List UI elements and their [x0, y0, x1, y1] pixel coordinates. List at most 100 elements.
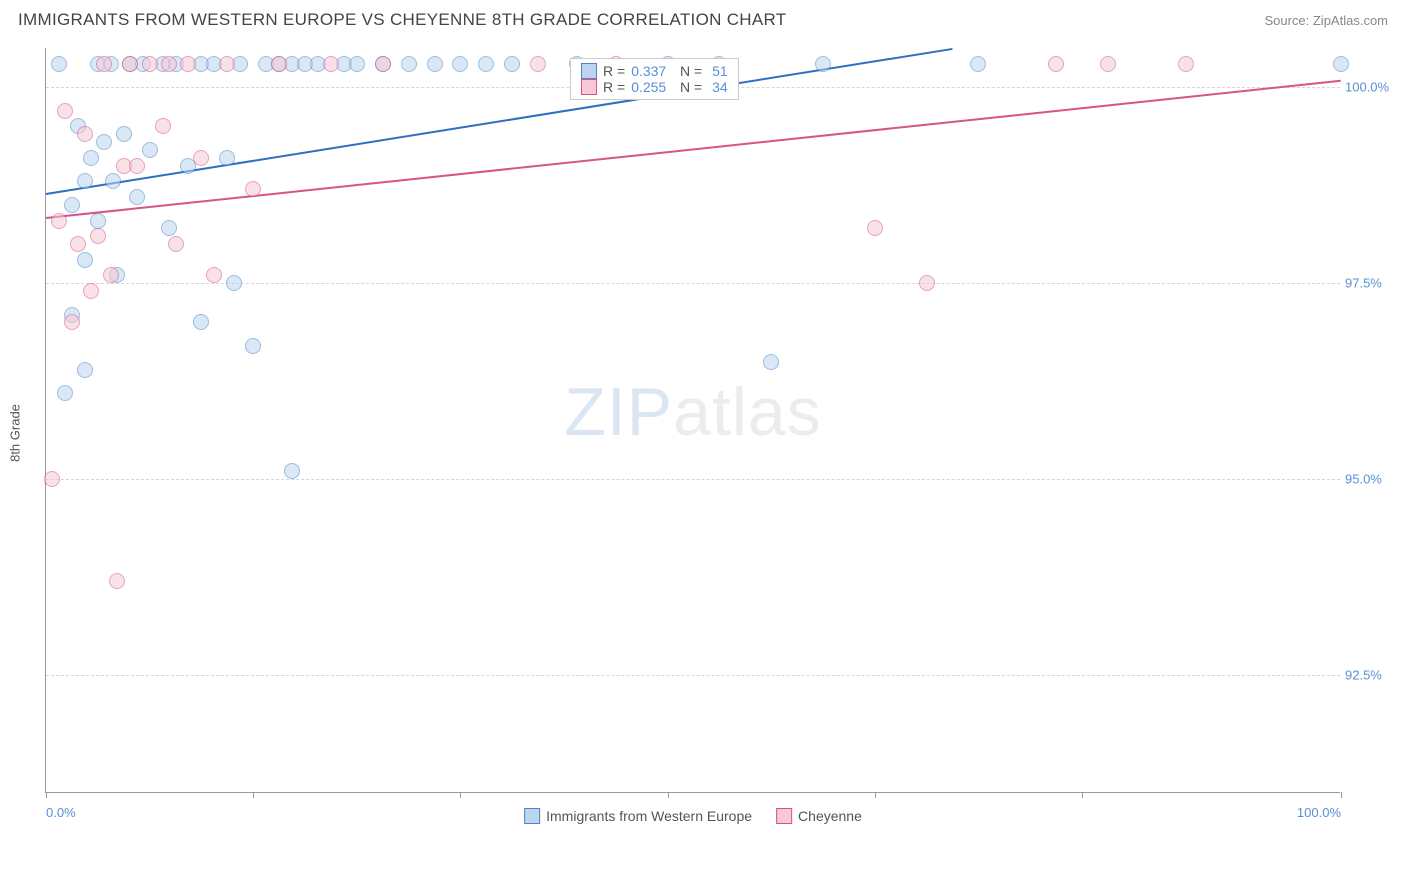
y-tick-label: 97.5%	[1345, 276, 1390, 291]
data-point	[1048, 56, 1064, 72]
watermark-part2: atlas	[673, 374, 822, 450]
data-point	[168, 236, 184, 252]
legend-series-name: Cheyenne	[798, 808, 862, 824]
legend-r-value: 0.337	[631, 63, 666, 79]
data-point	[129, 189, 145, 205]
bottom-legend: Immigrants from Western Europe Cheyenne	[524, 808, 862, 824]
data-point	[504, 56, 520, 72]
data-point	[1333, 56, 1349, 72]
data-point	[349, 56, 365, 72]
data-point	[57, 103, 73, 119]
data-point	[206, 267, 222, 283]
data-point	[90, 228, 106, 244]
data-point	[51, 56, 67, 72]
legend-row: R =0.255 N = 34	[581, 79, 728, 95]
y-tick-label: 92.5%	[1345, 668, 1390, 683]
data-point	[83, 150, 99, 166]
y-tick-label: 95.0%	[1345, 472, 1390, 487]
data-point	[815, 56, 831, 72]
legend-n-label: N =	[672, 79, 702, 95]
data-point	[375, 56, 391, 72]
data-point	[180, 56, 196, 72]
data-point	[1100, 56, 1116, 72]
data-point	[122, 56, 138, 72]
legend-swatch	[581, 63, 597, 79]
data-point	[70, 236, 86, 252]
data-point	[142, 56, 158, 72]
data-point	[109, 573, 125, 589]
x-tick-mark	[875, 792, 876, 798]
data-point	[96, 56, 112, 72]
data-point	[226, 275, 242, 291]
gridline	[46, 479, 1340, 480]
data-point	[763, 354, 779, 370]
data-point	[77, 126, 93, 142]
data-point	[867, 220, 883, 236]
trendline	[46, 79, 1341, 218]
data-point	[245, 181, 261, 197]
data-point	[284, 463, 300, 479]
x-tick-mark	[46, 792, 47, 798]
y-tick-label: 100.0%	[1345, 80, 1390, 95]
plot-area: ZIPatlas 92.5%95.0%97.5%100.0%0.0%100.0%…	[45, 48, 1340, 793]
data-point	[129, 158, 145, 174]
x-tick-label: 0.0%	[46, 805, 76, 820]
data-point	[245, 338, 261, 354]
legend-item: Immigrants from Western Europe	[524, 808, 752, 824]
data-point	[161, 220, 177, 236]
data-point	[96, 134, 112, 150]
data-point	[1178, 56, 1194, 72]
x-tick-mark	[668, 792, 669, 798]
data-point	[919, 275, 935, 291]
legend-r-label: R =	[603, 79, 625, 95]
data-point	[530, 56, 546, 72]
data-point	[105, 173, 121, 189]
y-axis-label: 8th Grade	[8, 404, 23, 462]
data-point	[57, 385, 73, 401]
data-point	[155, 118, 171, 134]
data-point	[193, 150, 209, 166]
data-point	[83, 283, 99, 299]
data-point	[161, 56, 177, 72]
gridline	[46, 675, 1340, 676]
data-point	[51, 213, 67, 229]
data-point	[193, 314, 209, 330]
legend-swatch	[581, 79, 597, 95]
legend-swatch	[776, 808, 792, 824]
chart-container: 8th Grade ZIPatlas 92.5%95.0%97.5%100.0%…	[45, 48, 1385, 818]
data-point	[44, 471, 60, 487]
data-point	[970, 56, 986, 72]
data-point	[90, 213, 106, 229]
data-point	[103, 267, 119, 283]
data-point	[219, 56, 235, 72]
x-tick-mark	[460, 792, 461, 798]
x-tick-mark	[253, 792, 254, 798]
watermark-part1: ZIP	[564, 374, 673, 450]
legend-n-value: 34	[708, 79, 727, 95]
page-title: IMMIGRANTS FROM WESTERN EUROPE VS CHEYEN…	[18, 10, 786, 30]
x-tick-mark	[1082, 792, 1083, 798]
legend-item: Cheyenne	[776, 808, 862, 824]
legend-r-label: R =	[603, 63, 625, 79]
trendline	[46, 48, 953, 195]
legend-swatch	[524, 808, 540, 824]
source-label: Source: ZipAtlas.com	[1264, 13, 1388, 28]
legend-series-name: Immigrants from Western Europe	[546, 808, 752, 824]
data-point	[427, 56, 443, 72]
legend-n-label: N =	[672, 63, 702, 79]
legend-row: R =0.337 N = 51	[581, 63, 728, 79]
correlation-legend: R =0.337 N = 51R =0.255 N = 34	[570, 58, 739, 100]
data-point	[478, 56, 494, 72]
data-point	[219, 150, 235, 166]
data-point	[64, 197, 80, 213]
data-point	[77, 173, 93, 189]
x-tick-label: 100.0%	[1297, 805, 1341, 820]
data-point	[142, 142, 158, 158]
data-point	[323, 56, 339, 72]
data-point	[271, 56, 287, 72]
data-point	[77, 362, 93, 378]
x-tick-mark	[1341, 792, 1342, 798]
data-point	[77, 252, 93, 268]
data-point	[452, 56, 468, 72]
watermark: ZIPatlas	[564, 373, 821, 451]
